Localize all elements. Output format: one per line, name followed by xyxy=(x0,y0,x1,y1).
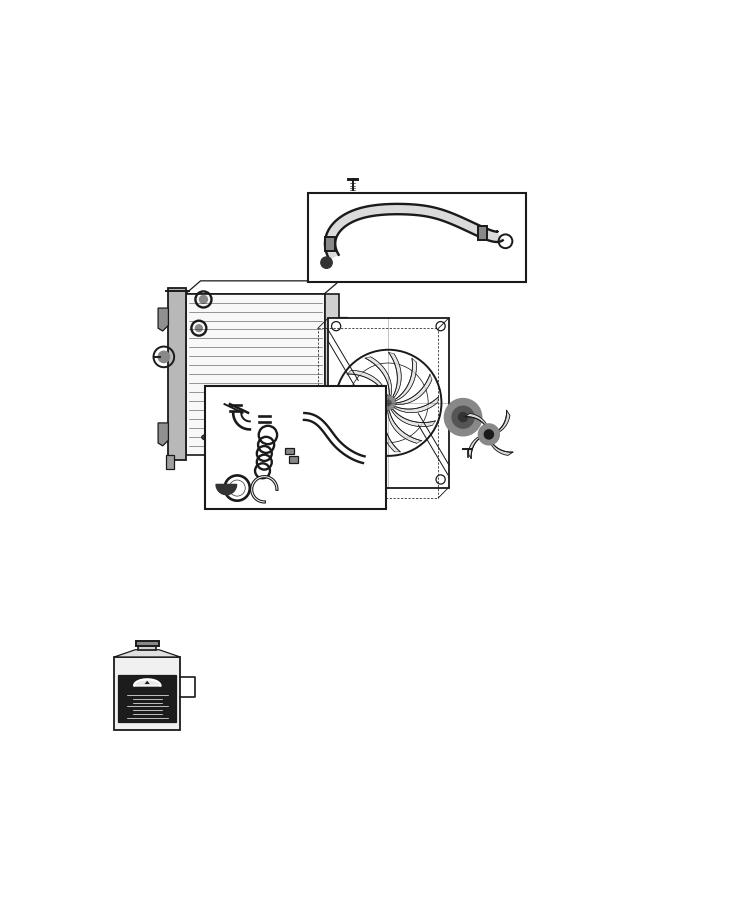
Bar xyxy=(136,641,159,645)
Circle shape xyxy=(452,406,474,428)
Bar xyxy=(478,226,488,239)
Bar xyxy=(339,317,348,328)
Bar xyxy=(118,675,176,723)
Bar xyxy=(114,657,180,730)
Circle shape xyxy=(196,325,202,331)
Polygon shape xyxy=(468,436,480,458)
Polygon shape xyxy=(368,407,382,452)
Bar xyxy=(325,237,335,251)
Circle shape xyxy=(385,400,391,406)
Polygon shape xyxy=(352,403,381,440)
Bar xyxy=(205,385,385,509)
Wedge shape xyxy=(216,484,236,495)
Polygon shape xyxy=(114,650,180,657)
Polygon shape xyxy=(158,423,168,446)
Bar xyxy=(165,454,174,469)
Polygon shape xyxy=(144,680,150,684)
Polygon shape xyxy=(465,413,487,426)
Polygon shape xyxy=(365,356,391,396)
Polygon shape xyxy=(381,409,400,452)
Polygon shape xyxy=(341,398,382,420)
Bar xyxy=(328,318,448,488)
Polygon shape xyxy=(394,397,439,413)
Polygon shape xyxy=(388,353,401,398)
Circle shape xyxy=(199,295,207,303)
Polygon shape xyxy=(325,204,502,260)
Bar xyxy=(213,424,226,433)
Ellipse shape xyxy=(202,435,213,440)
Polygon shape xyxy=(491,444,513,455)
Bar xyxy=(339,323,348,333)
Polygon shape xyxy=(388,410,422,444)
Bar xyxy=(325,293,339,454)
Circle shape xyxy=(445,399,482,436)
Circle shape xyxy=(484,429,494,439)
Circle shape xyxy=(382,396,395,410)
Polygon shape xyxy=(498,410,510,433)
Bar xyxy=(285,447,294,454)
Polygon shape xyxy=(396,374,432,405)
Bar xyxy=(289,456,298,464)
Polygon shape xyxy=(391,410,436,427)
Polygon shape xyxy=(158,308,168,331)
Polygon shape xyxy=(396,358,416,401)
Bar xyxy=(339,420,348,431)
Bar xyxy=(138,644,156,650)
Circle shape xyxy=(158,351,170,363)
Bar xyxy=(308,194,526,283)
Bar xyxy=(339,357,348,368)
Bar xyxy=(168,288,186,460)
Polygon shape xyxy=(347,370,388,395)
Bar xyxy=(339,392,348,402)
Polygon shape xyxy=(339,387,384,397)
Bar xyxy=(186,293,325,454)
Circle shape xyxy=(479,424,499,445)
Circle shape xyxy=(459,412,468,422)
Circle shape xyxy=(321,256,332,268)
Bar xyxy=(339,346,348,356)
